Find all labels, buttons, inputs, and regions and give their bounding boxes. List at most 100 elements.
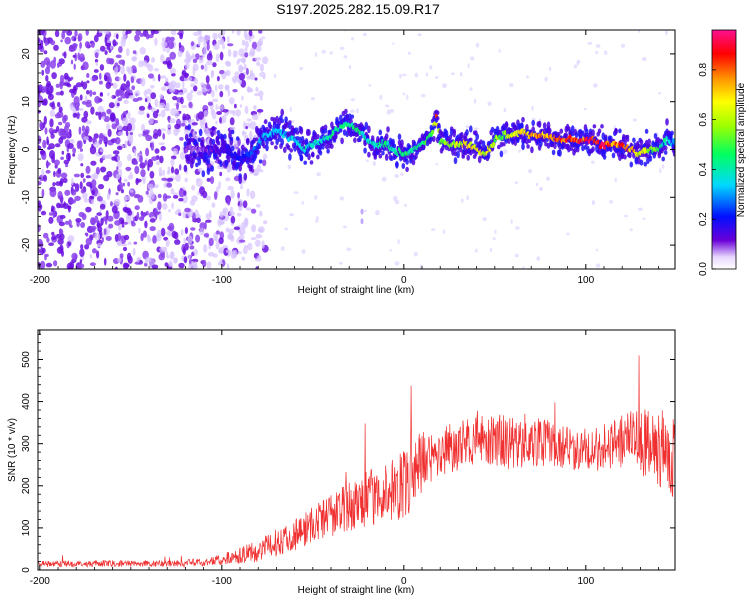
spectrum-noise-blob: [153, 68, 160, 72]
spectrum-noise-blob: [219, 171, 223, 177]
spectrum-noise-blob: [218, 237, 224, 245]
spectrum-noise-blob: [112, 39, 117, 47]
spectrum-noise-blob: [193, 77, 198, 85]
spectrum-noise-blob: [535, 182, 539, 187]
spectrum-noise-blob: [61, 31, 66, 40]
spectrum-noise-blob: [261, 56, 269, 65]
spectrum-noise-blob: [93, 133, 99, 139]
spectrum-noise-blob: [97, 183, 105, 190]
spectrum-noise-blob: [614, 177, 617, 183]
spectrum-noise-blob: [157, 193, 162, 199]
spectrum-noise-blob: [509, 83, 514, 87]
spectrum-noise-blob: [238, 48, 245, 57]
spectrum-noise-blob: [114, 220, 121, 226]
spectrum-noise-blob: [218, 106, 222, 110]
spectrum-noise-blob: [233, 226, 241, 231]
spectrum-ridge-halo: [286, 144, 291, 151]
spectrum-noise-blob: [206, 42, 210, 51]
spectrum-noise-blob: [39, 149, 46, 155]
spectrum-ridge-halo: [644, 128, 649, 134]
spectrum-noise-blob: [492, 237, 496, 241]
spectrum-noise-blob: [53, 260, 58, 267]
spectrum-noise-blob: [258, 30, 263, 34]
spectrum-noise-blob: [77, 153, 84, 162]
spectrum-noise-blob: [154, 98, 159, 108]
spectrum-noise-blob: [197, 41, 201, 47]
spectrum-noise-blob: [223, 71, 228, 75]
spectrum-ridge-halo: [618, 128, 622, 134]
spectrum-noise-blob: [256, 164, 261, 172]
spectrum-noise-blob: [176, 102, 179, 111]
spectrum-ridge-halo: [191, 156, 195, 165]
spectrum-noise-blob: [258, 73, 264, 77]
spectrum-noise-blob: [62, 203, 69, 209]
spectrum-noise-blob: [189, 55, 197, 60]
spectrum-ridge-halo: [198, 128, 203, 137]
spectrum-ridge-halo: [653, 133, 658, 139]
spectrum-noise-blob: [80, 222, 86, 228]
spectrum-noise-blob: [70, 199, 76, 204]
spectrum-noise-blob: [142, 178, 146, 185]
spectrum-ridge-halo: [265, 139, 269, 146]
spectrum-noise-blob: [101, 116, 106, 120]
spectrum-noise-blob: [73, 63, 76, 70]
spectrum-ridge-halo: [238, 164, 242, 172]
spectrum-noise-blob: [179, 32, 184, 40]
spectrum-noise-blob: [166, 128, 172, 135]
spectrum-noise-blob: [98, 30, 104, 34]
spectrum-noise-blob: [620, 43, 626, 48]
spectrum-ridge-halo: [270, 141, 274, 146]
spectrum-noise-blob: [67, 76, 71, 82]
spectrum-noise-blob: [232, 109, 236, 117]
spectrum-noise-blob: [138, 227, 141, 234]
spectrum-ridge-halo: [188, 137, 193, 143]
spectrum-ridge-halo: [283, 146, 287, 153]
spectrum-noise-blob: [182, 194, 188, 204]
spectrum-noise-blob: [77, 263, 85, 269]
spectrum-noise-blob: [243, 121, 246, 130]
spectrum-noise-blob: [149, 170, 155, 179]
y-tick-label: 10: [21, 96, 32, 108]
spectrum-noise-blob: [72, 43, 78, 48]
spectrum-noise-blob: [88, 136, 93, 143]
spectrum-noise-blob: [254, 57, 262, 61]
spectrum-noise-blob: [58, 228, 62, 236]
spectrum-noise-blob: [120, 243, 128, 247]
spectrum-noise-blob: [249, 190, 256, 200]
spectrum-noise-blob: [208, 237, 214, 247]
spectrum-noise-blob: [99, 72, 102, 80]
spectrum-noise-blob: [528, 169, 533, 174]
spectrum-noise-blob: [134, 90, 141, 97]
spectrum-noise-blob: [142, 212, 146, 218]
spectrum-ridge-halo: [569, 146, 574, 151]
spectrum-noise-blob: [169, 118, 176, 124]
spectrum-noise-blob: [114, 76, 120, 82]
spectrum-noise-blob: [206, 261, 212, 269]
spectrum-ridge-halo: [211, 125, 216, 132]
spectrum-noise-blob: [168, 260, 173, 268]
spectrum-noise-blob: [79, 94, 83, 101]
spectrum-noise-blob: [116, 241, 123, 246]
spectrum-noise-blob: [117, 131, 124, 136]
spectrum-noise-blob: [219, 51, 224, 61]
spectrum-noise-blob: [131, 56, 137, 62]
spectrum-noise-blob: [182, 211, 187, 219]
spectrum-noise-blob: [503, 107, 507, 113]
spectrum-ridge-halo: [246, 138, 250, 146]
spectrum-noise-blob: [132, 247, 136, 256]
spectrum-noise-blob: [41, 188, 45, 198]
spectrum-noise-blob: [72, 147, 76, 154]
spectrum-noise-blob: [38, 95, 43, 103]
spectrum-noise-blob: [195, 234, 201, 243]
spectrum-noise-blob: [73, 37, 77, 42]
spectrum-noise-blob: [89, 195, 95, 200]
spectrum-noise-blob: [174, 110, 180, 119]
spectrum-noise-blob: [94, 232, 101, 241]
spectrum-noise-blob: [256, 61, 261, 67]
spectrum-noise-blob: [212, 62, 217, 68]
spectrum-ridge-halo: [316, 154, 320, 160]
spectrum-noise-blob: [42, 174, 48, 182]
spectrum-noise-blob: [158, 253, 165, 261]
spectrum-noise-blob: [43, 35, 46, 44]
spectrum-ridge-halo: [350, 114, 355, 119]
